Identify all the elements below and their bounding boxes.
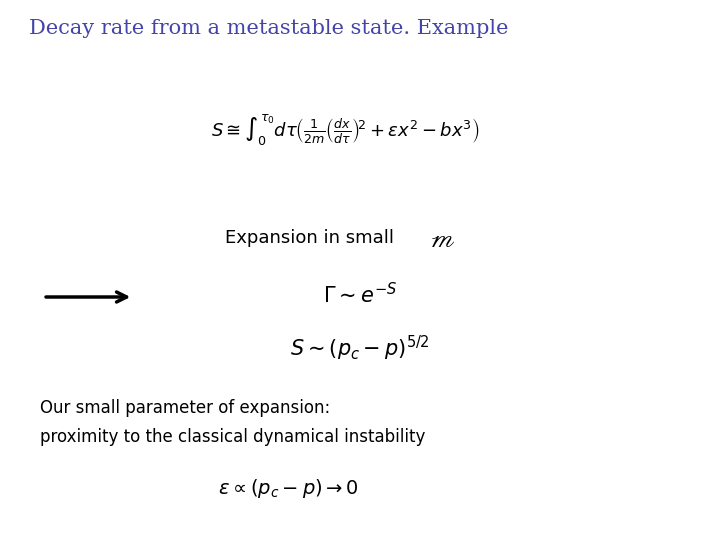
Text: Expansion in small: Expansion in small [225, 228, 394, 247]
Text: proximity to the classical dynamical instability: proximity to the classical dynamical ins… [40, 428, 425, 447]
Text: $S \sim (p_c - p)^{5/2}$: $S \sim (p_c - p)^{5/2}$ [290, 334, 430, 363]
Text: $\Gamma \sim e^{-S}$: $\Gamma \sim e^{-S}$ [323, 282, 397, 307]
Text: Our small parameter of expansion:: Our small parameter of expansion: [40, 399, 330, 417]
Text: $S \cong \int_0^{\tau_0} d\tau \left( \frac{1}{2m}\left(\frac{dx}{d\tau}\right)^: $S \cong \int_0^{\tau_0} d\tau \left( \f… [212, 112, 480, 147]
Text: $\varepsilon \propto (p_c - p) \rightarrow 0$: $\varepsilon \propto (p_c - p) \rightarr… [217, 477, 359, 500]
Text: Decay rate from a metastable state. Example: Decay rate from a metastable state. Exam… [29, 19, 508, 38]
Text: $\mathit{\mathscr{m}}$: $\mathit{\mathscr{m}}$ [431, 228, 455, 252]
